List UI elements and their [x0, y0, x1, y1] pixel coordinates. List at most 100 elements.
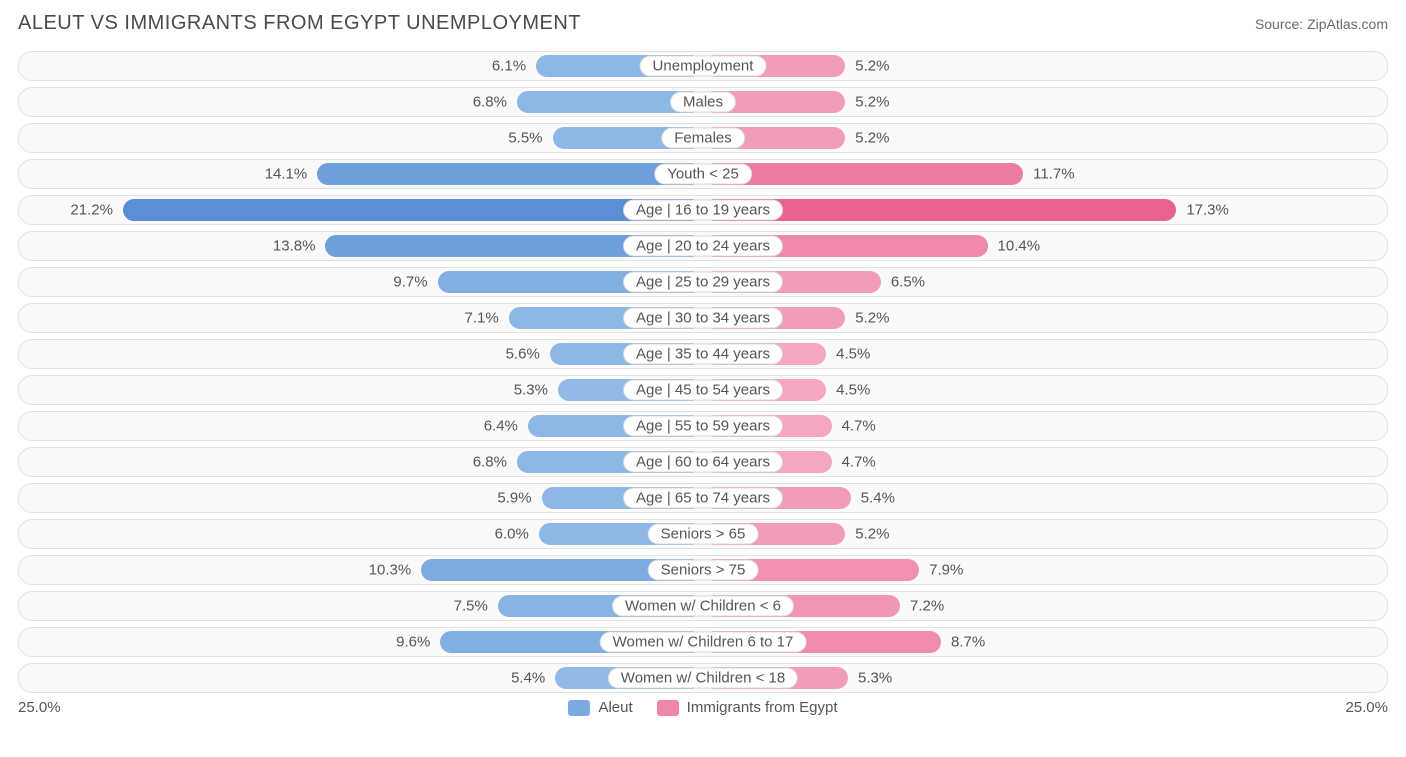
value-right: 4.5%	[836, 346, 870, 363]
category-label: Unemployment	[640, 56, 767, 77]
right-half: 7.2%	[703, 592, 1387, 620]
chart-row: 13.8%10.4%Age | 20 to 24 years	[18, 231, 1388, 261]
category-label: Age | 25 to 29 years	[623, 272, 783, 293]
value-left: 5.6%	[506, 346, 540, 363]
right-axis-max: 25.0%	[1345, 699, 1388, 716]
category-label: Youth < 25	[654, 164, 752, 185]
right-half: 5.2%	[703, 520, 1387, 548]
value-left: 6.8%	[473, 94, 507, 111]
chart-row: 5.5% 5.2% Females	[18, 123, 1388, 153]
chart-row: 6.0% 5.2%Seniors > 65	[18, 519, 1388, 549]
right-half: 5.2%	[703, 88, 1387, 116]
left-half: 6.8%	[19, 88, 703, 116]
right-half: 5.2%	[703, 304, 1387, 332]
left-half: 10.3%	[19, 556, 703, 584]
chart-footer: 25.0% Aleut Immigrants from Egypt 25.0%	[18, 699, 1388, 716]
category-label: Age | 35 to 44 years	[623, 344, 783, 365]
category-label: Males	[670, 92, 736, 113]
chart-row: 9.6%8.7%Women w/ Children 6 to 17	[18, 627, 1388, 657]
left-axis-max: 25.0%	[18, 699, 61, 716]
value-right: 7.9%	[929, 562, 963, 579]
category-label: Age | 60 to 64 years	[623, 452, 783, 473]
left-half: 6.1%	[19, 52, 703, 80]
chart-row: 5.6% 4.5% Age | 35 to 44 years	[18, 339, 1388, 369]
chart-row: 5.3% 4.5% Age | 45 to 54 years	[18, 375, 1388, 405]
chart-title: ALEUT VS IMMIGRANTS FROM EGYPT UNEMPLOYM…	[18, 12, 581, 35]
value-left: 6.1%	[492, 58, 526, 75]
chart-row: 10.3% 7.9% Seniors > 75	[18, 555, 1388, 585]
legend-label-right: Immigrants from Egypt	[687, 699, 838, 716]
right-half: 6.5%	[703, 268, 1387, 296]
right-half: 4.7%	[703, 412, 1387, 440]
chart-row: 7.5%7.2%Women w/ Children < 6	[18, 591, 1388, 621]
chart-row: 7.1% 5.2%Age | 30 to 34 years	[18, 303, 1388, 333]
legend-item-left: Aleut	[568, 699, 632, 716]
category-label: Seniors > 75	[648, 560, 759, 581]
legend-label-left: Aleut	[598, 699, 632, 716]
value-left: 5.3%	[514, 382, 548, 399]
value-left: 10.3%	[369, 562, 412, 579]
right-half: 10.4%	[703, 232, 1387, 260]
legend-swatch-right	[657, 700, 679, 716]
category-label: Age | 16 to 19 years	[623, 200, 783, 221]
bar-left	[123, 199, 703, 221]
value-right: 5.2%	[855, 58, 889, 75]
value-left: 5.5%	[508, 130, 542, 147]
legend: Aleut Immigrants from Egypt	[568, 699, 837, 716]
value-right: 7.2%	[910, 598, 944, 615]
value-left: 9.6%	[396, 634, 430, 651]
right-half: 5.3%	[703, 664, 1387, 692]
category-label: Women w/ Children < 18	[608, 668, 798, 689]
value-right: 4.5%	[836, 382, 870, 399]
category-label: Age | 30 to 34 years	[623, 308, 783, 329]
chart-row: 6.1% 5.2% Unemployment	[18, 51, 1388, 81]
value-left: 14.1%	[265, 166, 308, 183]
chart-row: 5.4% 5.3% Women w/ Children < 18	[18, 663, 1388, 693]
value-right: 5.2%	[855, 94, 889, 111]
legend-swatch-left	[568, 700, 590, 716]
source-name: ZipAtlas.com	[1307, 16, 1388, 32]
right-half: 17.3%	[703, 196, 1387, 224]
left-half: 5.9%	[19, 484, 703, 512]
category-label: Age | 65 to 74 years	[623, 488, 783, 509]
left-half: 14.1%	[19, 160, 703, 188]
value-right: 5.4%	[861, 490, 895, 507]
left-half: 21.2%	[19, 196, 703, 224]
source-label: Source:	[1255, 16, 1307, 32]
left-half: 6.4%	[19, 412, 703, 440]
right-half: 5.2%	[703, 52, 1387, 80]
chart-row: 6.8% 5.2% Males	[18, 87, 1388, 117]
value-left: 9.7%	[393, 274, 427, 291]
value-left: 7.5%	[454, 598, 488, 615]
value-right: 17.3%	[1186, 202, 1229, 219]
left-half: 13.8%	[19, 232, 703, 260]
value-left: 7.1%	[465, 310, 499, 327]
category-label: Age | 45 to 54 years	[623, 380, 783, 401]
left-half: 5.6%	[19, 340, 703, 368]
left-half: 7.1%	[19, 304, 703, 332]
value-left: 13.8%	[273, 238, 316, 255]
left-half: 5.4%	[19, 664, 703, 692]
left-half: 5.5%	[19, 124, 703, 152]
left-half: 5.3%	[19, 376, 703, 404]
right-half: 5.2%	[703, 124, 1387, 152]
category-label: Seniors > 65	[648, 524, 759, 545]
value-right: 5.2%	[855, 130, 889, 147]
chart-row: 5.9% 5.4% Age | 65 to 74 years	[18, 483, 1388, 513]
value-left: 6.0%	[495, 526, 529, 543]
chart-header: ALEUT VS IMMIGRANTS FROM EGYPT UNEMPLOYM…	[18, 12, 1388, 35]
right-half: 4.7%	[703, 448, 1387, 476]
value-left: 6.8%	[473, 454, 507, 471]
value-right: 6.5%	[891, 274, 925, 291]
left-half: 6.8%	[19, 448, 703, 476]
right-half: 4.5%	[703, 340, 1387, 368]
left-half: 9.7%	[19, 268, 703, 296]
chart-row: 14.1%11.7%Youth < 25	[18, 159, 1388, 189]
right-half: 7.9%	[703, 556, 1387, 584]
legend-item-right: Immigrants from Egypt	[657, 699, 838, 716]
right-half: 4.5%	[703, 376, 1387, 404]
category-label: Age | 55 to 59 years	[623, 416, 783, 437]
category-label: Females	[661, 128, 745, 149]
value-right: 5.3%	[858, 670, 892, 687]
value-left: 6.4%	[484, 418, 518, 435]
